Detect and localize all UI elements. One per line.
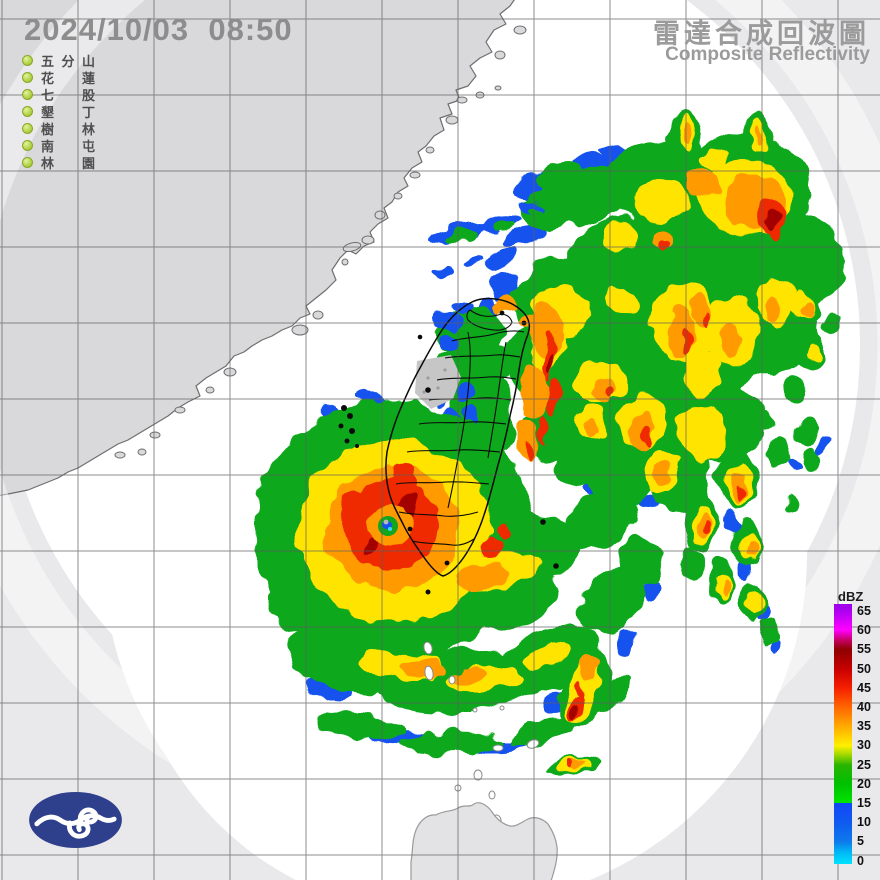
station-row: 花蓮: [22, 69, 95, 86]
taiwan-outline: [385, 297, 531, 577]
station-status-icon: [22, 72, 33, 83]
station-row: 樹林: [22, 120, 95, 137]
echo-no-data-patch: [415, 355, 461, 409]
echo-typhoon-eye: [378, 516, 398, 536]
page-title-en: Composite Reflectivity: [665, 44, 870, 65]
page-title-zh: 雷達合成回波圖: [653, 19, 870, 49]
station-status-icon: [22, 106, 33, 117]
station-name: 花蓮: [41, 71, 95, 86]
station-name: 墾丁: [41, 105, 95, 120]
station-row: 七股: [22, 86, 95, 103]
cwa-logo-wave-icon: [34, 807, 117, 839]
station-row: 五分山: [22, 52, 95, 69]
penghu-islands: [338, 405, 559, 595]
station-status-icon: [22, 123, 33, 134]
cwa-logo-ellipse: [29, 791, 122, 849]
cwa-logo: [27, 791, 124, 849]
station-status-icon: [22, 157, 33, 168]
station-status-icon: [22, 55, 33, 66]
station-name: 樹林: [41, 122, 95, 137]
luzon-coastline: [410, 802, 558, 880]
echo-isolated-cells-southeast: [546, 646, 611, 776]
station-name: 林園: [41, 156, 95, 171]
echo-rain-shield-northeast: [479, 109, 844, 654]
station-status-icon: [22, 89, 33, 100]
station-status-icon: [22, 140, 33, 151]
station-row: 墾丁: [22, 103, 95, 120]
echo-strait-showers: [428, 200, 546, 278]
timestamp: 2024/10/03 08:50: [24, 12, 293, 47]
taiwan-county-borders: [395, 309, 525, 546]
station-row: 林園: [22, 154, 95, 171]
station-list: 五分山花蓮七股墾丁樹林南屯林園: [22, 52, 95, 171]
station-row: 南屯: [22, 137, 95, 154]
station-name: 南屯: [41, 139, 95, 154]
station-name: 五分山: [41, 54, 95, 69]
station-name: 七股: [41, 88, 95, 103]
